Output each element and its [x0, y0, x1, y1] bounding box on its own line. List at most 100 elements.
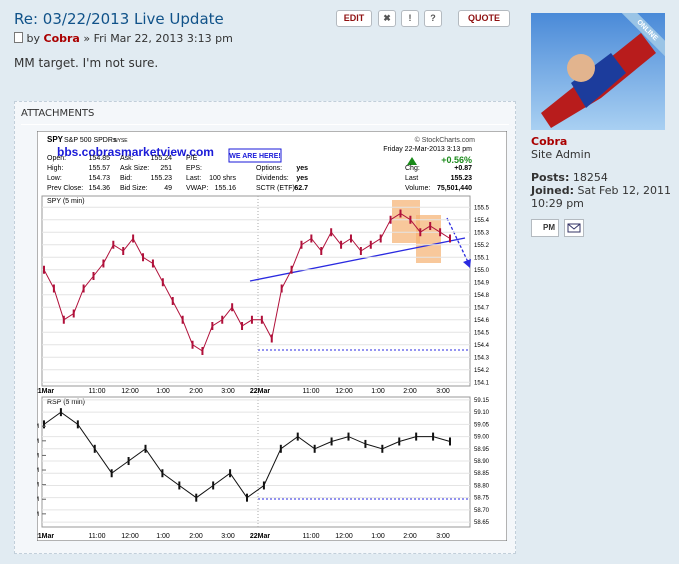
y-tick-label: 154.9	[474, 280, 490, 286]
stat-label: SCTR (ETF):	[256, 185, 297, 192]
stat-value: 100 shrs	[209, 175, 236, 182]
x-tick-label: 21Mar	[37, 388, 54, 395]
x-tick-label: 3:00	[436, 533, 450, 540]
symbol-name: S&P 500 SPDRs	[64, 137, 117, 144]
volume-tick-label: 2M	[37, 497, 39, 503]
volume-tick-label: 5M	[37, 453, 39, 459]
x-tick-label: 22Mar	[250, 533, 271, 540]
post-title[interactable]: Re: 03/22/2013 Live Update	[14, 10, 224, 28]
note: WE ARE HERE!	[229, 153, 280, 160]
y-tick-label: 154.4	[474, 343, 490, 349]
x-tick-label: 1:00	[156, 388, 170, 395]
report-button[interactable]: !	[401, 10, 419, 27]
source: © StockCharts.com	[415, 136, 476, 144]
attachments-label: ATTACHMENTS	[21, 108, 95, 119]
author-link[interactable]: Cobra	[43, 32, 80, 45]
note-box	[228, 148, 282, 163]
stat-value: 154.36	[89, 185, 111, 192]
x-tick-label: 3:00	[221, 388, 235, 395]
avatar[interactable]: ONLINE	[531, 13, 665, 130]
stat-label: Bid Size:	[120, 185, 148, 192]
post-content: MM target. I'm not sure.	[14, 56, 159, 70]
x-tick-label: 3:00	[436, 388, 450, 395]
post-date: » Fri Mar 22, 2013 3:13 pm	[83, 32, 233, 45]
stat-label: Prev Close:	[47, 185, 83, 192]
stat-value: 49	[164, 185, 172, 192]
attachment-image[interactable]: SPY S&P 500 SPDRs NYSE © StockCharts.com…	[37, 131, 507, 541]
pm-button[interactable]: PM	[531, 219, 559, 237]
stat-value: 155.16	[215, 185, 237, 192]
stat-label: Options:	[256, 165, 282, 172]
symbol: SPY	[47, 135, 64, 144]
rsp-panel	[41, 396, 471, 528]
y-tick-label: 58.95	[474, 447, 490, 453]
x-tick-label: 12:00	[121, 533, 139, 540]
x-tick-label: 2:00	[403, 388, 417, 395]
y-tick-label: 154.1	[474, 380, 490, 386]
profile-posts: Posts: 18254	[531, 171, 608, 184]
y-tick-label: 155.4	[474, 218, 490, 224]
stat-label: P/E	[186, 155, 198, 162]
volume-tick-label: 6M	[37, 439, 39, 445]
y-tick-label: 154.8	[474, 293, 490, 299]
pm-label: PM	[543, 223, 555, 232]
stat-value: +0.87	[454, 165, 472, 172]
volume-tick-label: 4M	[37, 468, 39, 474]
posts-count: 18254	[572, 171, 608, 184]
stat-value: 75,501,440	[437, 185, 472, 192]
x-tick-label: 2:00	[189, 533, 203, 540]
stat-label: EPS:	[186, 165, 202, 172]
x-tick-label: 11:00	[89, 388, 106, 395]
stat-label: Volume:	[405, 185, 430, 192]
x-tick-label: 11:00	[303, 388, 320, 395]
stat-value: 155.24	[151, 155, 173, 162]
email-button[interactable]	[564, 219, 584, 237]
stat-label: Low:	[47, 175, 62, 182]
x-tick-label: 12:00	[335, 388, 353, 395]
stat-label: Ask:	[120, 155, 134, 162]
stat-label: Last	[405, 175, 418, 182]
byline: by Cobra » Fri Mar 22, 2013 3:13 pm	[14, 32, 233, 45]
edit-button[interactable]: EDIT	[336, 10, 372, 27]
y-tick-label: 58.70	[474, 508, 490, 514]
x-tick-label: 12:00	[335, 533, 353, 540]
stat-value: 155.23	[151, 175, 173, 182]
profile-rank: Site Admin	[531, 148, 591, 161]
profile-joined: Joined: Sat Feb 12, 2011 10:29 pm	[531, 184, 671, 210]
x-tick-label: 11:00	[89, 533, 106, 540]
x-tick-label: 2:00	[403, 533, 417, 540]
y-tick-label: 155.3	[474, 230, 490, 236]
rsp-label: RSP (5 min)	[47, 399, 85, 406]
delete-button[interactable]: ✖	[378, 10, 396, 27]
stat-value: yes	[296, 175, 308, 182]
x-tick-label: 11:00	[303, 533, 320, 540]
y-tick-label: 155.1	[474, 255, 490, 261]
stat-value: 154.85	[89, 155, 111, 162]
joined-date: Sat Feb 12, 2011 10:29 pm	[531, 184, 671, 210]
attachments-rule	[21, 124, 509, 125]
price-panel	[41, 195, 471, 387]
stat-value: 155.23	[451, 175, 473, 182]
y-tick-label: 58.75	[474, 496, 490, 502]
y-tick-label: 155.5	[474, 205, 490, 211]
y-tick-label: 154.6	[474, 318, 490, 324]
x-tick-label: 22Mar	[250, 388, 271, 395]
info-button[interactable]: ?	[424, 10, 442, 27]
posts-label: Posts:	[531, 171, 570, 184]
y-tick-label: 155.0	[474, 268, 490, 274]
y-tick-label: 154.2	[474, 368, 490, 374]
timestamp: Friday 22-Mar-2013 3:13 pm	[383, 146, 472, 153]
x-tick-label: 1:00	[371, 533, 385, 540]
y-tick-label: 59.05	[474, 422, 490, 428]
stat-label: Ask Size:	[120, 165, 149, 172]
post-icon	[14, 32, 23, 43]
y-tick-label: 58.65	[474, 520, 490, 526]
joined-label: Joined:	[531, 184, 574, 197]
quote-button[interactable]: QUOTE	[458, 10, 510, 27]
profile-name[interactable]: Cobra	[531, 135, 568, 148]
up-arrow	[407, 157, 417, 165]
exchange: NYSE	[114, 138, 128, 144]
highlight-box	[416, 215, 441, 263]
arrow-head	[463, 259, 471, 268]
